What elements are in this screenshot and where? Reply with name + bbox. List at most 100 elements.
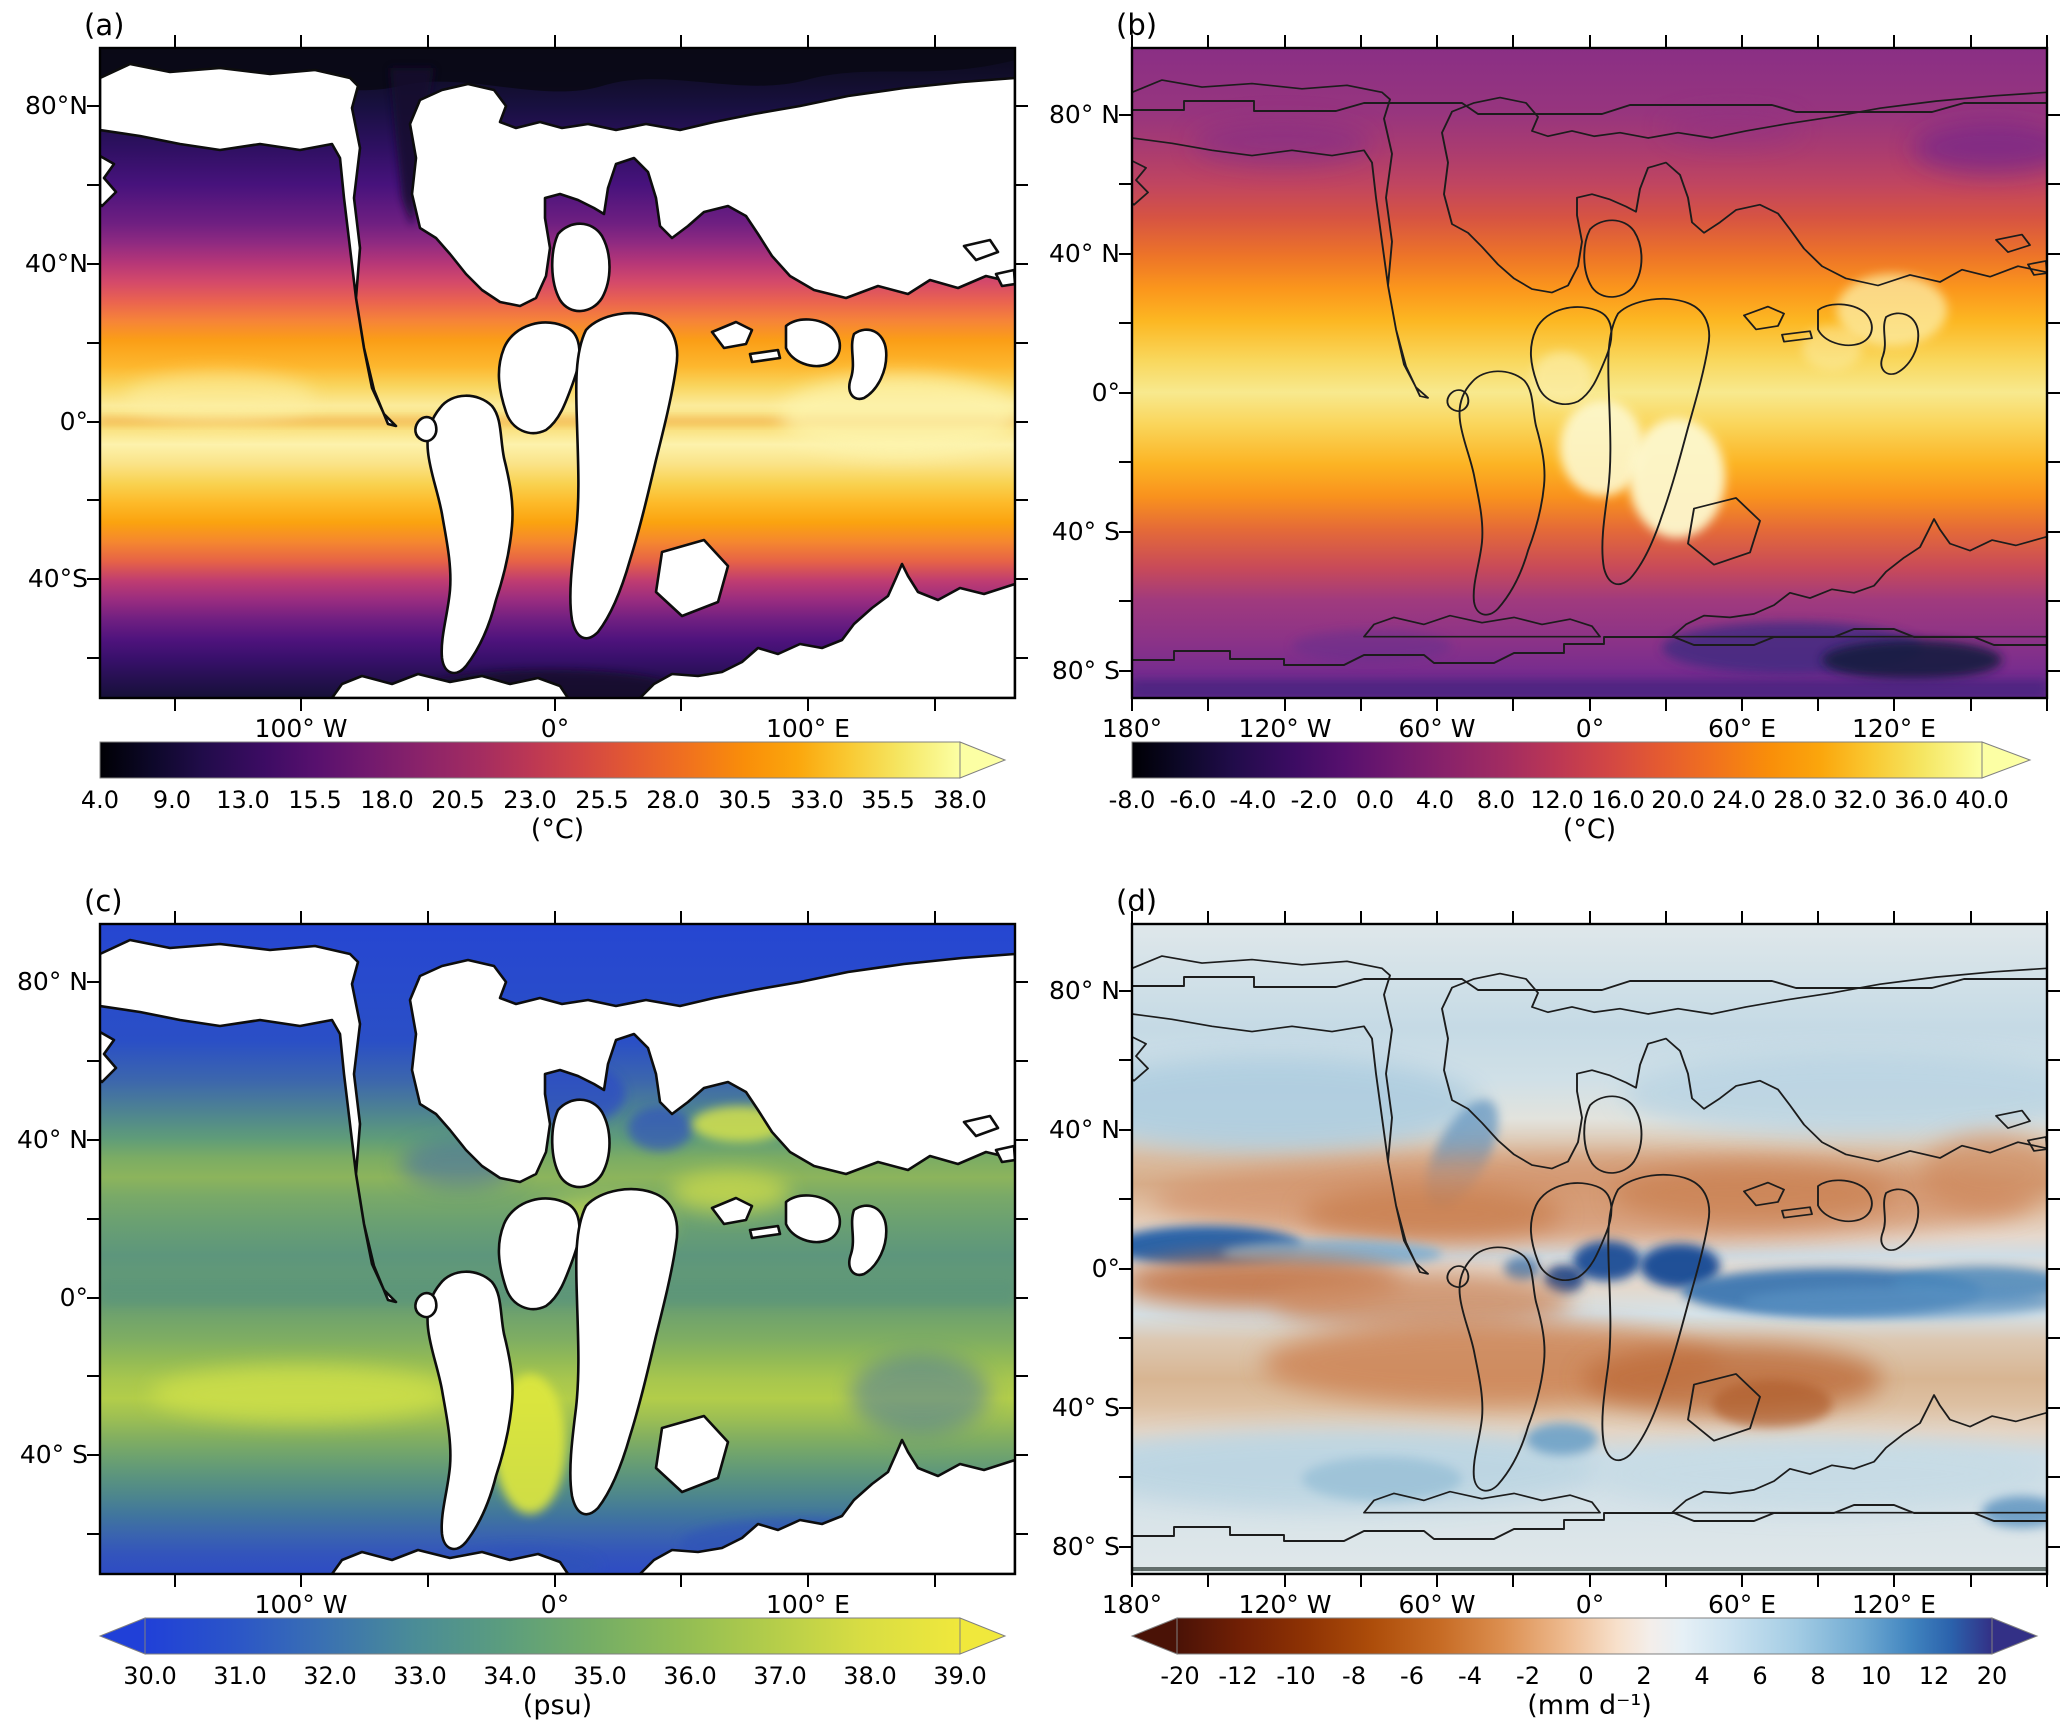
- cb-tick: 32.0: [303, 1662, 357, 1690]
- cb-tick: 13.0: [216, 786, 270, 814]
- panel-d-label: (d): [1116, 884, 1158, 918]
- colorbar-pme-gradient: [1130, 1617, 2039, 1655]
- y-tick-label: 40° S: [19, 1440, 88, 1469]
- cb-tick: 10: [1860, 1662, 1892, 1690]
- panel-b-plot: 80° N 40° N 0° 40° S 80° S 180° 120° W 6…: [1049, 35, 2060, 743]
- cb-tick: 31.0: [213, 1662, 267, 1690]
- colorbar-sst: 4.0 9.0 13.0 15.5 18.0 20.5 23.0 25.5 28…: [81, 740, 1015, 845]
- x-tick-label: 60° W: [1398, 714, 1476, 743]
- x-tick-label: 120° E: [1852, 1590, 1936, 1619]
- panel-c: (c): [17, 884, 1030, 1721]
- cb-tick: 12.0: [1530, 786, 1584, 814]
- cb-tick: 4.0: [80, 786, 120, 814]
- y-tick-label: 40°N: [24, 249, 88, 278]
- cb-tick: 4: [1694, 1662, 1710, 1690]
- y-tick-label: 0°: [59, 1283, 88, 1312]
- panel-a-label: (a): [84, 8, 125, 42]
- cb-tick: -12: [1218, 1662, 1258, 1690]
- y-tick-label: 40°S: [27, 564, 88, 593]
- cb-tick: -8.0: [1108, 786, 1156, 814]
- y-tick-label: 40° N: [1049, 239, 1120, 268]
- cb-tick: -4: [1458, 1662, 1482, 1690]
- cb-tick: 2: [1636, 1662, 1652, 1690]
- colorbar-unit: (°C): [530, 814, 585, 845]
- cb-tick: 36.0: [1894, 786, 1948, 814]
- colorbar-sat-gradient: [1131, 741, 2032, 779]
- x-tick-label: 100° W: [254, 714, 348, 743]
- y-tick-label: 0°: [1091, 378, 1120, 407]
- map-pme: [1119, 911, 2060, 1587]
- y-tick-label: 80° S: [1051, 1532, 1120, 1561]
- x-tick-label: 60° E: [1707, 1590, 1777, 1619]
- cb-tick: 24.0: [1712, 786, 1766, 814]
- panel-d-plot: 80° N 40° N 0° 40° S 80° S 180° 120° W 6…: [1049, 911, 2060, 1619]
- colorbar-salinity-gradient: [98, 1617, 1007, 1655]
- cb-tick: 32.0: [1833, 786, 1887, 814]
- colorbar-sst-gradient: [99, 741, 1007, 779]
- y-tick-label: 80° S: [1051, 656, 1120, 685]
- y-tick-label: 80° N: [1049, 976, 1120, 1005]
- cb-tick: 6: [1752, 1662, 1768, 1690]
- cb-tick: 38.0: [933, 786, 987, 814]
- cb-tick: -6.0: [1169, 786, 1217, 814]
- cb-tick: -2: [1516, 1662, 1540, 1690]
- cb-tick: 8.0: [1476, 786, 1516, 814]
- x-tick-label: 120° E: [1852, 714, 1936, 743]
- cb-tick: 28.0: [646, 786, 700, 814]
- panel-c-plot: 80° N 40° N 0° 40° S 100° W 0° 100° E: [17, 911, 1028, 1619]
- colorbar-salinity: 30.0 31.0 32.0 33.0 34.0 35.0 36.0 37.0 …: [98, 1616, 1015, 1721]
- cb-tick: -6: [1400, 1662, 1424, 1690]
- x-tick-label: 0°: [540, 714, 570, 743]
- cb-tick: 30.5: [718, 786, 772, 814]
- colorbar-sat: -8.0 -6.0 -4.0 -2.0 0.0 4.0 8.0 12.0 16.…: [1109, 740, 2047, 845]
- map-sst: [87, 35, 1028, 711]
- y-tick-label: 40° S: [1051, 1393, 1120, 1422]
- panel-a: (a): [25, 8, 1030, 845]
- cb-tick: 0.0: [1355, 786, 1395, 814]
- cb-tick: 34.0: [483, 1662, 537, 1690]
- cb-tick: 35.0: [573, 1662, 627, 1690]
- cb-tick: 33.0: [790, 786, 844, 814]
- panel-a-plot: 80°N 40°N 0° 40°S 100° W 0° 100° E: [25, 35, 1028, 743]
- cb-tick: 0: [1578, 1662, 1594, 1690]
- cb-tick: 38.0: [843, 1662, 897, 1690]
- y-tick-label: 40° N: [1049, 1115, 1120, 1144]
- x-tick-label: 100° W: [254, 1590, 348, 1619]
- y-tick-label: 80° N: [1049, 100, 1120, 129]
- cb-tick: 4.0: [1415, 786, 1455, 814]
- map-salinity: [87, 911, 1028, 1587]
- cb-tick: 12: [1918, 1662, 1950, 1690]
- colorbar-unit: (°C): [1562, 814, 1617, 845]
- x-tick-label: 180°: [1101, 714, 1163, 743]
- panel-d: (d): [1049, 884, 2062, 1721]
- y-tick-label: 0°: [1091, 1254, 1120, 1283]
- cb-tick: 25.5: [575, 786, 629, 814]
- x-tick-label: 100° E: [766, 714, 850, 743]
- cb-tick: 18.0: [360, 786, 414, 814]
- y-tick-label: 0°: [59, 407, 88, 436]
- cb-tick: 20.0: [1651, 786, 1705, 814]
- colorbar-unit: (psu): [522, 1690, 593, 1721]
- map-sat: [1119, 35, 2060, 711]
- y-tick-label: 80° N: [17, 967, 88, 996]
- panel-b: (b): [1049, 8, 2062, 845]
- cb-tick: 20.5: [431, 786, 485, 814]
- x-tick-label: 60° E: [1707, 714, 1777, 743]
- x-tick-label: 120° W: [1238, 714, 1332, 743]
- y-tick-label: 40° N: [17, 1125, 88, 1154]
- colorbar-pme: -20 -12 -10 -8 -6 -4 -2 0 2 4 6 8 10 12 …: [1130, 1616, 2047, 1721]
- x-tick-label: 0°: [1575, 714, 1605, 743]
- cb-tick: -20: [1160, 1662, 1200, 1690]
- cb-tick: 15.5: [288, 786, 342, 814]
- cb-tick: 9.0: [152, 786, 192, 814]
- panel-b-label: (b): [1116, 8, 1158, 42]
- cb-tick: -8: [1342, 1662, 1366, 1690]
- x-tick-label: 180°: [1101, 1590, 1163, 1619]
- y-tick-label: 40° S: [1051, 517, 1120, 546]
- cb-tick: 39.0: [933, 1662, 987, 1690]
- cb-tick: 36.0: [663, 1662, 717, 1690]
- x-tick-label: 120° W: [1238, 1590, 1332, 1619]
- cb-tick: 37.0: [753, 1662, 807, 1690]
- x-tick-label: 60° W: [1398, 1590, 1476, 1619]
- cb-tick: -2.0: [1290, 786, 1338, 814]
